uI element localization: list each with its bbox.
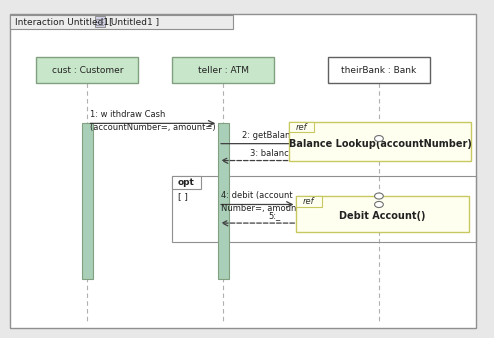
Text: Debit Account(): Debit Account(): [339, 212, 426, 221]
Bar: [172, 57, 275, 83]
Bar: [172, 176, 201, 189]
Text: 1: w ithdraw Cash: 1: w ithdraw Cash: [90, 110, 165, 119]
Bar: [82, 123, 93, 279]
Bar: [289, 122, 314, 132]
Bar: [37, 57, 138, 83]
Bar: [296, 196, 322, 207]
Text: ref: ref: [303, 197, 315, 206]
Text: ref: ref: [296, 123, 307, 131]
Bar: [172, 176, 476, 242]
Text: [ ]: [ ]: [178, 193, 188, 201]
Text: Balance Lookup(accountNumber): Balance Lookup(accountNumber): [288, 139, 472, 149]
Text: 5:_: 5:_: [268, 211, 281, 220]
Bar: [95, 16, 105, 27]
Bar: [296, 196, 469, 232]
Text: 3: balance_: 3: balance_: [250, 148, 298, 157]
Circle shape: [374, 193, 383, 199]
Bar: [10, 15, 233, 29]
Text: 2: getBalance(): 2: getBalance(): [242, 131, 307, 140]
Text: cust : Customer: cust : Customer: [52, 66, 123, 75]
Text: teller : ATM: teller : ATM: [198, 66, 249, 75]
Text: Untitled1 ]: Untitled1 ]: [108, 17, 160, 26]
Bar: [289, 122, 471, 161]
Text: theirBank : Bank: theirBank : Bank: [341, 66, 416, 75]
Circle shape: [374, 201, 383, 208]
Text: Interaction Untitled1[: Interaction Untitled1[: [15, 17, 112, 26]
Bar: [218, 123, 229, 279]
Text: Number=, amount=: Number=, amount=: [220, 204, 306, 214]
Text: 4: debit (account: 4: debit (account: [220, 191, 292, 200]
Bar: [328, 57, 430, 83]
Circle shape: [374, 136, 383, 142]
Text: opt: opt: [178, 178, 195, 187]
Text: (accountNumber=, amount=): (accountNumber=, amount=): [90, 123, 215, 132]
